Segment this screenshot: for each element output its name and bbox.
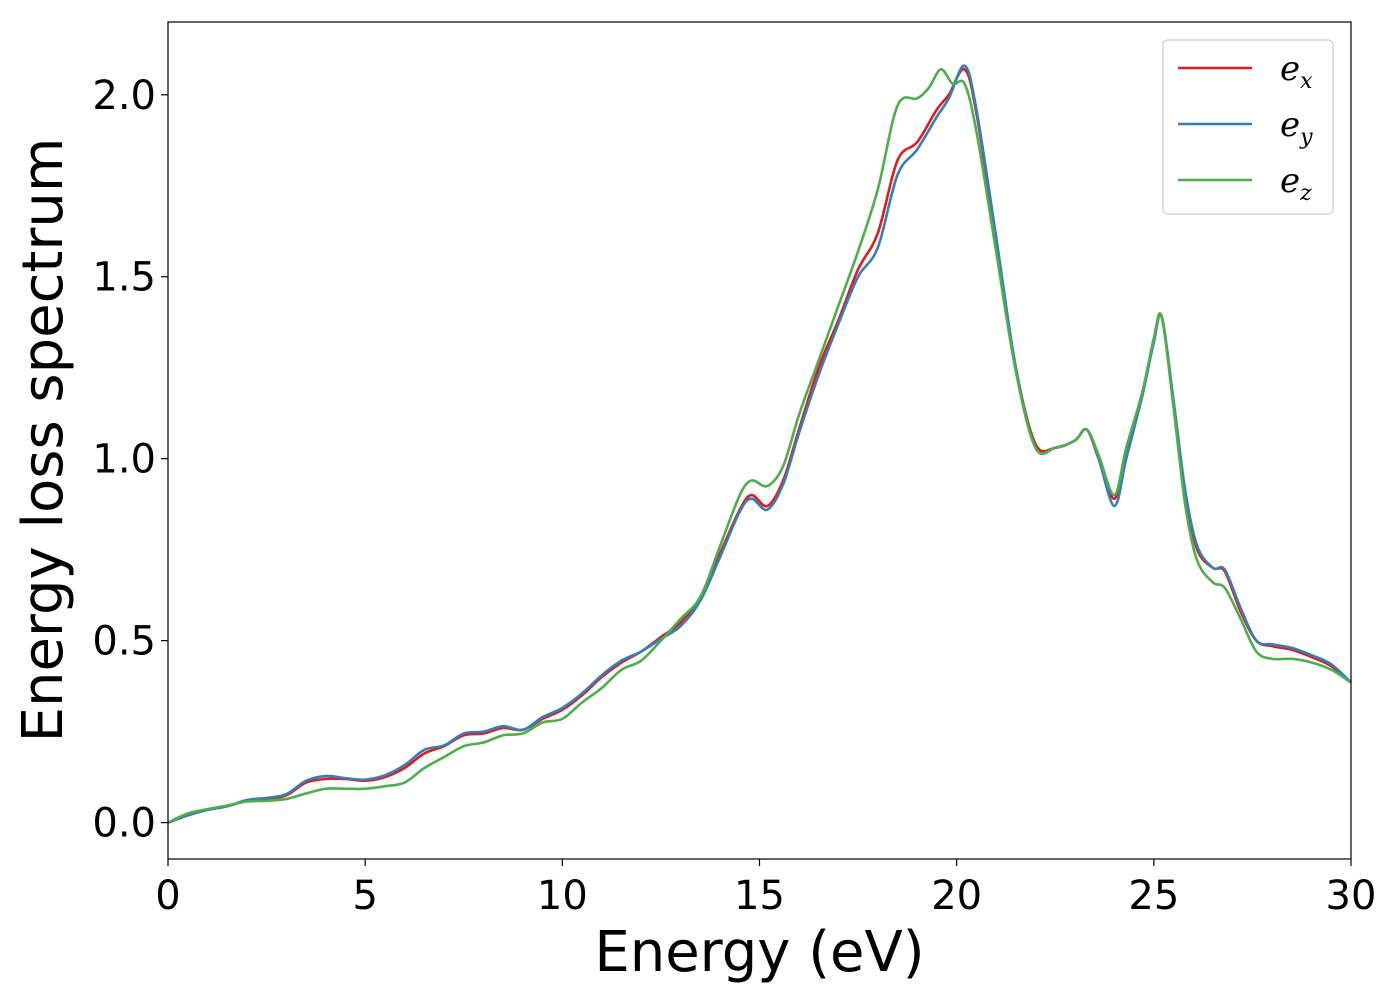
y-tick-label: 2.0 (92, 73, 156, 119)
y-axis: 0.0 0.5 1.0 1.5 2.0 (92, 73, 168, 847)
legend-label-x: ex (1280, 49, 1313, 94)
x-tick-label: 20 (931, 873, 982, 919)
series-line-z (167, 68, 1352, 824)
x-tick-label: 30 (1326, 873, 1377, 919)
legend-label-z: ez (1280, 161, 1312, 206)
x-axis-title: Energy (eV) (594, 920, 924, 985)
y-tick-label: 0.0 (92, 801, 156, 847)
x-axis: 0 5 10 15 20 25 30 (155, 859, 1376, 919)
legend-label-y: ey (1280, 105, 1313, 150)
y-tick-label: 1.5 (92, 255, 156, 301)
y-tick-label: 1.0 (92, 437, 156, 483)
x-tick-label: 5 (352, 873, 377, 919)
legend: ex ey ez (1162, 39, 1334, 215)
plot-background (168, 22, 1351, 859)
x-tick-label: 25 (1128, 873, 1179, 919)
series-lines (167, 64, 1352, 824)
legend-box (1162, 39, 1334, 215)
x-tick-label: 15 (734, 873, 785, 919)
y-axis-title: Energy loss spectrum (11, 138, 76, 743)
x-tick-label: 0 (155, 873, 180, 919)
y-tick-label: 0.5 (92, 619, 156, 665)
x-tick-label: 10 (537, 873, 588, 919)
